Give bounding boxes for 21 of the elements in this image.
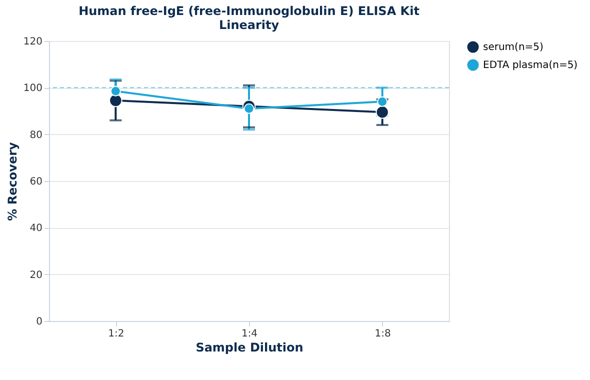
x-tick-label: 1:8 xyxy=(374,328,391,340)
text: Linearity xyxy=(218,18,280,32)
point xyxy=(244,103,254,114)
point xyxy=(376,106,389,119)
y-tick-label: 60 xyxy=(30,176,42,188)
y-tick-label: 40 xyxy=(30,223,42,234)
x-axis-title: Sample Dilution xyxy=(196,340,304,354)
point xyxy=(377,96,388,107)
legend-label: serum(n=5) xyxy=(483,42,544,53)
x-tick-label: 1:2 xyxy=(108,328,124,340)
y-tick-label: 80 xyxy=(30,130,42,141)
y-tick-label: 0 xyxy=(36,316,42,328)
point xyxy=(110,86,121,96)
legend-label: EDTA plasma(n=5) xyxy=(483,60,578,71)
text: Human free-IgE (free-Immunoglobulin E) ELISA Kit xyxy=(78,4,420,18)
y-tick-label: 120 xyxy=(23,36,42,48)
y-tick-label: 100 xyxy=(23,83,42,94)
y-tick-label: 20 xyxy=(30,270,42,281)
point xyxy=(109,94,122,108)
y-axis-title: % Recovery xyxy=(5,142,20,221)
x-tick-label: 1:4 xyxy=(241,328,258,340)
